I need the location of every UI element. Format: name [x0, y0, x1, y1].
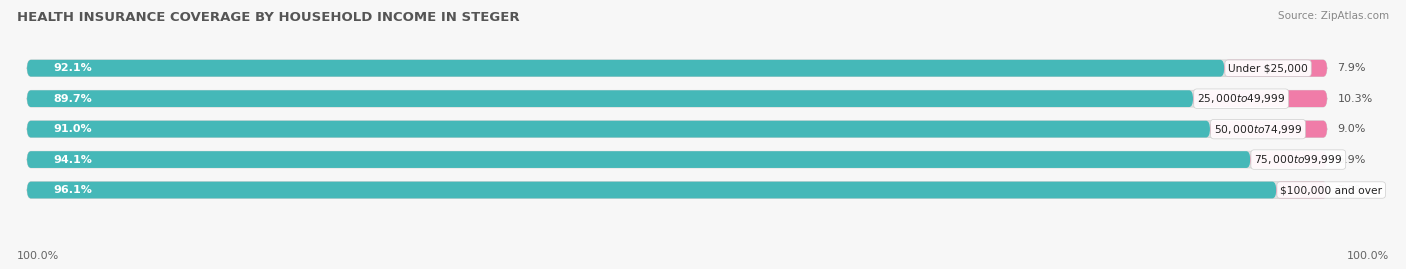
Text: 92.1%: 92.1%: [53, 63, 91, 73]
FancyBboxPatch shape: [27, 182, 1327, 199]
Text: 96.1%: 96.1%: [53, 185, 91, 195]
Text: 100.0%: 100.0%: [17, 251, 59, 261]
FancyBboxPatch shape: [27, 151, 1250, 168]
FancyBboxPatch shape: [27, 90, 1194, 107]
Text: 91.0%: 91.0%: [53, 124, 91, 134]
Text: 94.1%: 94.1%: [53, 155, 91, 165]
Text: 7.9%: 7.9%: [1337, 63, 1365, 73]
Text: $75,000 to $99,999: $75,000 to $99,999: [1254, 153, 1343, 166]
FancyBboxPatch shape: [1225, 60, 1327, 77]
FancyBboxPatch shape: [27, 60, 1327, 77]
Text: 100.0%: 100.0%: [1347, 251, 1389, 261]
Text: 10.3%: 10.3%: [1337, 94, 1372, 104]
FancyBboxPatch shape: [27, 60, 1225, 77]
Text: 9.0%: 9.0%: [1337, 124, 1365, 134]
Text: 3.9%: 3.9%: [1337, 185, 1365, 195]
Text: $100,000 and over: $100,000 and over: [1279, 185, 1382, 195]
Text: 5.9%: 5.9%: [1337, 155, 1365, 165]
FancyBboxPatch shape: [27, 121, 1327, 137]
Text: 89.7%: 89.7%: [53, 94, 91, 104]
FancyBboxPatch shape: [27, 182, 1277, 199]
FancyBboxPatch shape: [27, 151, 1327, 168]
Text: $25,000 to $49,999: $25,000 to $49,999: [1197, 92, 1285, 105]
Text: $50,000 to $74,999: $50,000 to $74,999: [1213, 123, 1302, 136]
FancyBboxPatch shape: [1211, 121, 1327, 137]
FancyBboxPatch shape: [27, 121, 1211, 137]
FancyBboxPatch shape: [27, 90, 1327, 107]
FancyBboxPatch shape: [1277, 182, 1327, 199]
FancyBboxPatch shape: [1250, 151, 1327, 168]
FancyBboxPatch shape: [1194, 90, 1327, 107]
Text: HEALTH INSURANCE COVERAGE BY HOUSEHOLD INCOME IN STEGER: HEALTH INSURANCE COVERAGE BY HOUSEHOLD I…: [17, 11, 519, 24]
Text: Source: ZipAtlas.com: Source: ZipAtlas.com: [1278, 11, 1389, 21]
Text: Under $25,000: Under $25,000: [1229, 63, 1308, 73]
